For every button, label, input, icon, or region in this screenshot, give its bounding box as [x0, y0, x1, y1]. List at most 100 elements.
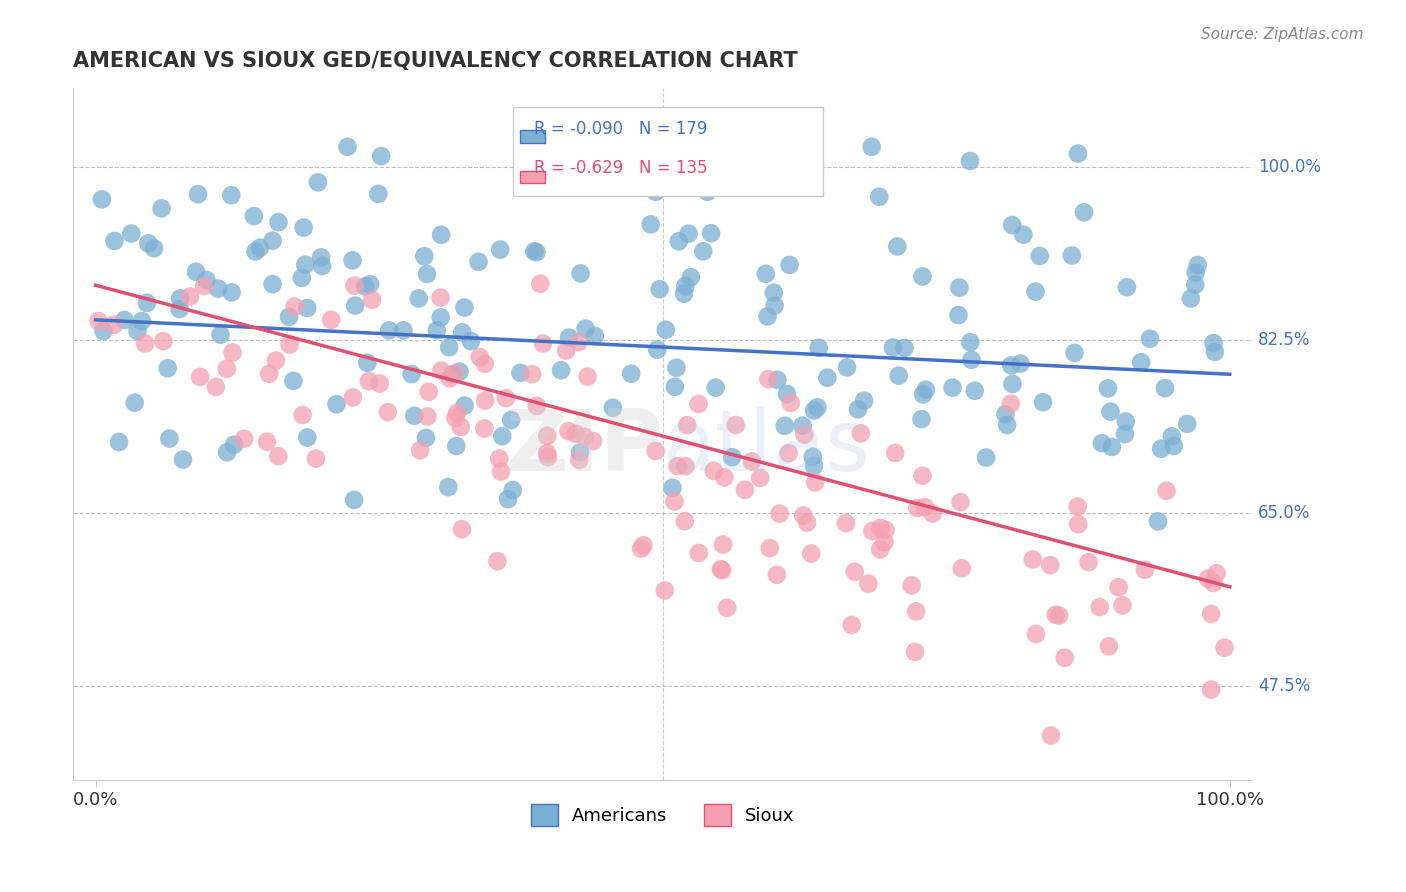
- Point: [409, 443, 432, 458]
- Point: [994, 407, 1017, 421]
- Point: [451, 522, 474, 536]
- Point: [1111, 599, 1133, 613]
- Point: [1205, 566, 1227, 581]
- Point: [905, 604, 928, 618]
- Point: [450, 420, 472, 434]
- Point: [700, 226, 723, 240]
- Point: [356, 356, 378, 370]
- Point: [249, 241, 271, 255]
- Point: [583, 329, 606, 343]
- Point: [755, 267, 778, 281]
- Point: [773, 418, 796, 433]
- Point: [768, 507, 790, 521]
- Point: [309, 251, 332, 265]
- Point: [860, 140, 883, 154]
- Point: [673, 286, 696, 301]
- Point: [489, 243, 512, 257]
- Point: [179, 289, 201, 303]
- Point: [1199, 607, 1222, 621]
- Point: [633, 538, 655, 552]
- Point: [437, 480, 460, 494]
- Point: [673, 514, 696, 528]
- Point: [844, 565, 866, 579]
- Point: [262, 277, 284, 291]
- Point: [1150, 442, 1173, 456]
- Point: [361, 293, 384, 307]
- Point: [914, 500, 936, 515]
- Point: [1047, 608, 1070, 623]
- Point: [721, 450, 744, 465]
- Point: [1204, 345, 1226, 359]
- Point: [187, 187, 209, 202]
- Point: [537, 450, 560, 464]
- Point: [766, 373, 789, 387]
- Point: [675, 279, 697, 293]
- Point: [949, 495, 972, 509]
- Point: [404, 409, 426, 423]
- Point: [688, 546, 710, 560]
- Point: [87, 314, 110, 328]
- Point: [900, 578, 922, 592]
- Point: [401, 367, 423, 381]
- Point: [884, 446, 907, 460]
- Point: [555, 343, 578, 358]
- Point: [776, 387, 799, 401]
- Point: [418, 384, 440, 399]
- Point: [529, 277, 551, 291]
- Point: [793, 427, 815, 442]
- Point: [803, 403, 825, 417]
- Point: [568, 453, 591, 467]
- Point: [1213, 640, 1236, 655]
- Point: [195, 273, 218, 287]
- Point: [558, 331, 581, 345]
- Point: [640, 218, 662, 232]
- Point: [114, 313, 136, 327]
- Point: [488, 451, 510, 466]
- Point: [1012, 227, 1035, 242]
- Point: [264, 353, 287, 368]
- Point: [846, 402, 869, 417]
- Point: [644, 444, 666, 458]
- Point: [1099, 404, 1122, 418]
- Point: [648, 282, 671, 296]
- Point: [215, 361, 238, 376]
- Point: [763, 299, 786, 313]
- Point: [453, 301, 475, 315]
- Point: [446, 439, 468, 453]
- Point: [342, 253, 364, 268]
- Point: [342, 390, 364, 404]
- Point: [416, 267, 439, 281]
- Point: [108, 435, 131, 450]
- Point: [869, 542, 891, 557]
- Point: [150, 202, 173, 216]
- Point: [893, 341, 915, 355]
- Point: [911, 269, 934, 284]
- Point: [569, 267, 592, 281]
- Point: [262, 234, 284, 248]
- Point: [1154, 381, 1177, 395]
- Point: [710, 562, 733, 576]
- Point: [655, 323, 678, 337]
- Point: [904, 645, 927, 659]
- Point: [1032, 395, 1054, 409]
- Point: [343, 492, 366, 507]
- Point: [1025, 627, 1047, 641]
- Text: 65.0%: 65.0%: [1258, 504, 1310, 522]
- Point: [911, 468, 934, 483]
- Point: [131, 314, 153, 328]
- Point: [344, 299, 367, 313]
- Point: [800, 547, 823, 561]
- Text: AMERICAN VS SIOUX GED/EQUIVALENCY CORRELATION CHART: AMERICAN VS SIOUX GED/EQUIVALENCY CORREL…: [73, 51, 797, 70]
- Point: [193, 279, 215, 293]
- Point: [437, 340, 460, 354]
- Point: [666, 459, 689, 474]
- Point: [1163, 439, 1185, 453]
- Point: [1197, 572, 1219, 586]
- Point: [550, 363, 572, 377]
- Point: [1067, 146, 1090, 161]
- Point: [858, 576, 880, 591]
- Point: [526, 245, 548, 260]
- Point: [806, 401, 828, 415]
- Point: [1066, 500, 1088, 514]
- Point: [654, 583, 676, 598]
